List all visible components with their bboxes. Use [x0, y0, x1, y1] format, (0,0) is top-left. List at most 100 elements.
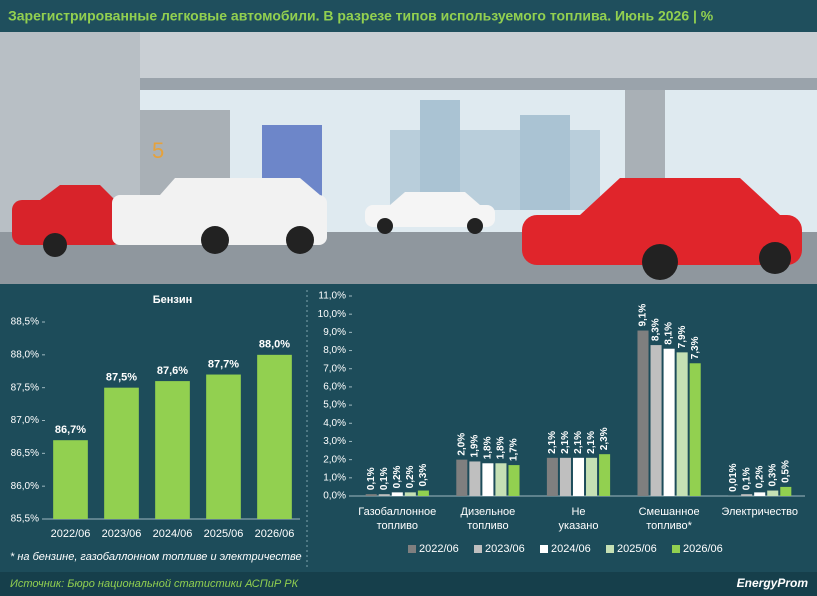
- bar: [365, 494, 377, 496]
- value-label: 1,8%: [496, 436, 507, 459]
- legend-label: 2026/06: [683, 543, 723, 555]
- value-label: 1,7%: [509, 438, 520, 461]
- x-tick-label: Газобаллонное топливо: [358, 506, 436, 532]
- value-label: 0,3%: [418, 464, 429, 487]
- y-tick-label: 3,0%: [323, 436, 346, 447]
- y-tick-label: 10,0%: [318, 309, 346, 320]
- bar: [104, 387, 139, 519]
- y-tick-label: 86,0%: [11, 481, 39, 492]
- y-tick-label: 87,0%: [11, 415, 39, 426]
- bar: [456, 459, 468, 496]
- y-tick-label: 86,5%: [11, 448, 39, 459]
- bar: [572, 457, 585, 496]
- y-tick-label: 87,5%: [11, 382, 39, 393]
- value-label: 2,1%: [547, 431, 558, 454]
- bar: [546, 457, 558, 496]
- value-label: 87,5%: [106, 372, 137, 384]
- bar: [155, 381, 190, 519]
- y-tick-label: 1,0%: [323, 472, 346, 483]
- y-tick-label: 88,5%: [11, 317, 39, 328]
- value-label: 7,9%: [677, 325, 688, 348]
- y-tick-label: 85,5%: [11, 514, 39, 525]
- y-tick-label: 7,0%: [323, 363, 346, 374]
- bar: [417, 490, 429, 496]
- value-label: 86,7%: [55, 424, 86, 436]
- bar: [559, 457, 571, 496]
- value-label: 7,3%: [690, 336, 701, 359]
- y-tick-label: 5,0%: [323, 400, 346, 411]
- bar: [495, 463, 507, 496]
- illustration: 5: [0, 32, 817, 284]
- bar: [663, 348, 675, 496]
- source-bar: [0, 572, 817, 596]
- bar: [676, 352, 688, 496]
- bar: [754, 492, 766, 496]
- legend-label: 2024/06: [551, 543, 591, 555]
- value-label: 1,9%: [469, 435, 480, 458]
- y-tick-label: 6,0%: [323, 382, 346, 393]
- legend-swatch: [540, 545, 548, 553]
- bar: [404, 492, 416, 496]
- value-label: 0,2%: [392, 465, 403, 488]
- bar: [508, 465, 520, 496]
- legend-label: 2025/06: [617, 543, 657, 555]
- bar: [689, 363, 701, 496]
- value-label: 9,1%: [638, 304, 649, 327]
- bar: [469, 461, 481, 496]
- value-label: 2,1%: [573, 431, 584, 454]
- y-tick-label: 0,0%: [323, 491, 346, 502]
- x-tick-label: Электричество: [721, 506, 798, 518]
- value-label: 8,3%: [651, 318, 662, 341]
- x-tick-label: 2024/06: [153, 528, 193, 540]
- bar: [599, 454, 611, 496]
- x-tick-label: 2023/06: [102, 528, 142, 540]
- y-tick-label: 4,0%: [323, 418, 346, 429]
- value-label: 2,0%: [456, 433, 467, 456]
- legend-label: 2022/06: [419, 543, 459, 555]
- bar: [637, 330, 649, 496]
- logo: EnergyProm: [737, 576, 809, 590]
- x-tick-label: Не указано: [559, 506, 599, 532]
- y-tick-label: 9,0%: [323, 327, 346, 338]
- bar: [586, 457, 598, 496]
- bar: [53, 440, 88, 519]
- y-tick-label: 8,0%: [323, 345, 346, 356]
- value-label: 1,8%: [483, 436, 494, 459]
- bar: [257, 354, 292, 519]
- value-label: 0,1%: [366, 467, 377, 490]
- value-label: 0,3%: [767, 464, 778, 487]
- chart-title: Бензин: [153, 294, 193, 306]
- bar: [650, 345, 662, 496]
- bar: [391, 492, 403, 496]
- bar: [378, 494, 390, 496]
- value-label: 0,5%: [780, 460, 791, 483]
- value-label: 0,1%: [379, 467, 390, 490]
- footnote: * на бензине, газобаллонном топливе и эл…: [10, 551, 302, 563]
- legend-swatch: [474, 545, 482, 553]
- bar: [741, 494, 753, 496]
- x-tick-label: 2025/06: [204, 528, 244, 540]
- x-tick-label: Смешанное топливо*: [639, 506, 700, 532]
- x-tick-label: 2022/06: [51, 528, 91, 540]
- bar: [482, 463, 494, 496]
- legend-label: 2023/06: [485, 543, 525, 555]
- bar: [780, 486, 792, 496]
- x-tick-label: 2026/06: [255, 528, 295, 540]
- source: Источник: Бюро национальной статистики А…: [10, 578, 299, 590]
- title: Зарегистрированные легковые автомобили. …: [8, 8, 714, 24]
- legend-swatch: [408, 545, 416, 553]
- value-label: 88,0%: [259, 339, 290, 351]
- value-label: 0,01%: [728, 463, 739, 491]
- value-label: 0,2%: [754, 465, 765, 488]
- title-bar: [0, 0, 817, 32]
- value-label: 0,1%: [741, 467, 752, 490]
- value-label: 2,3%: [599, 427, 610, 450]
- value-label: 87,7%: [208, 358, 239, 370]
- value-label: 2,1%: [560, 431, 571, 454]
- level-sign: 5: [152, 138, 164, 163]
- value-label: 2,1%: [586, 431, 597, 454]
- y-tick-label: 11,0%: [318, 291, 346, 302]
- bar: [206, 374, 241, 519]
- value-label: 8,1%: [664, 322, 675, 345]
